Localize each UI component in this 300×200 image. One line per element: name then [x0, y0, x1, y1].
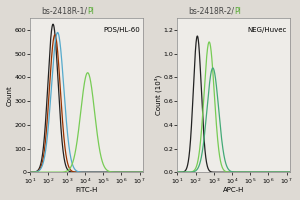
X-axis label: APC-H: APC-H — [223, 187, 244, 193]
Text: bs-2418R-1/: bs-2418R-1/ — [41, 7, 87, 16]
Text: bs-2418R-2/: bs-2418R-2/ — [188, 7, 234, 16]
Y-axis label: Count: Count — [7, 85, 13, 106]
Y-axis label: Count (10³): Count (10³) — [154, 75, 162, 115]
Text: PI: PI — [234, 7, 241, 16]
X-axis label: FITC-H: FITC-H — [76, 187, 98, 193]
Text: NEG/Huvec: NEG/Huvec — [248, 27, 287, 33]
Text: POS/HL-60: POS/HL-60 — [103, 27, 140, 33]
Text: PI: PI — [87, 7, 94, 16]
